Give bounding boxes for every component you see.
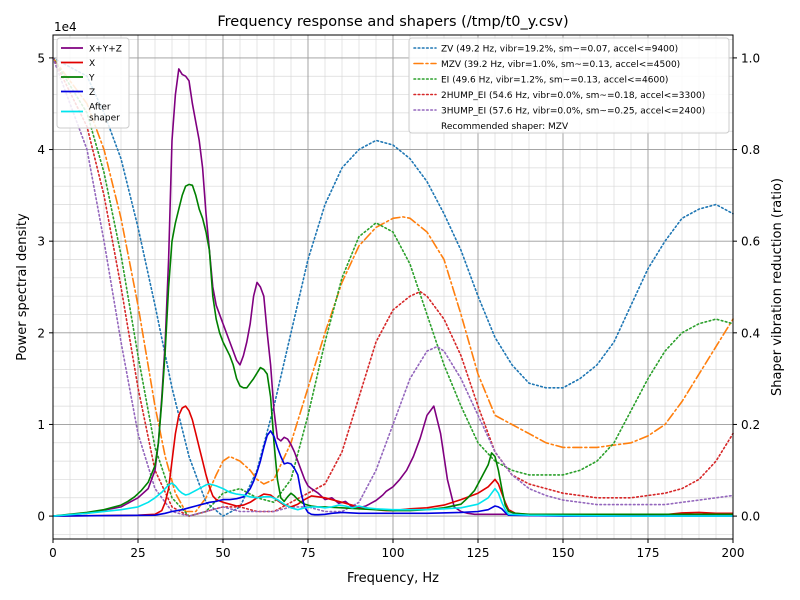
legend-psd-label: Z — [89, 88, 95, 98]
shaper-line — [52, 57, 734, 517]
legend-shaper-label: 2HUMP_EI (54.6 Hz, vibr=0.0%, sm~=0.18, … — [441, 91, 705, 101]
psd-line — [52, 482, 733, 517]
x-axis-ticks: 0 25 50 75 100 125 150 175 200 — [49, 539, 744, 560]
x-axis-label: Frequency, Hz — [347, 571, 439, 586]
legend-shaper-box — [408, 37, 730, 134]
legend-psd-label: shaper — [89, 114, 120, 124]
y-axis-ticks: 0 1 2 3 4 5 — [37, 51, 53, 524]
chart-title: Frequency response and shapers (/tmp/t0_… — [217, 14, 568, 30]
legend-shaper-label: 3HUMP_EI (57.6 Hz, vibr=0.0%, sm~=0.25, … — [441, 107, 705, 117]
x-tick-label: 75 — [300, 546, 315, 560]
legend-shapers: ZV (49.2 Hz, vibr=19.2%, sm~=0.07, accel… — [408, 37, 730, 134]
y-tick-label: 0 — [37, 510, 45, 524]
y2-tick-label: 0.4 — [741, 326, 760, 340]
psd-curves — [52, 68, 733, 517]
y-tick-label: 1 — [37, 418, 45, 432]
legend-psd-box — [56, 37, 130, 129]
y2-tick-label: 0.2 — [741, 418, 760, 432]
y2-tick-label: 1.0 — [741, 51, 760, 65]
legend-recommended-shaper: Recommended shaper: MZV — [441, 122, 569, 132]
legend-shaper-label: EI (49.6 Hz, vibr=1.2%, sm~=0.13, accel<… — [441, 76, 668, 86]
y2-axis-ticks: 0.0 0.2 0.4 0.6 0.8 1.0 — [733, 51, 760, 524]
shaper-line — [52, 57, 734, 518]
y-tick-label: 3 — [37, 235, 45, 249]
x-tick-label: 100 — [382, 546, 405, 560]
y-tick-label: 4 — [37, 143, 45, 157]
shaper-line — [52, 57, 734, 517]
y-tick-label: 2 — [37, 326, 45, 340]
x-tick-label: 50 — [215, 546, 230, 560]
psd-line — [52, 430, 733, 517]
legend-psd-label: Y — [88, 74, 95, 84]
psd-line — [52, 68, 733, 517]
legend-psd-label: X — [89, 59, 95, 69]
shaper-line — [52, 57, 734, 513]
legend-shaper-label: ZV (49.2 Hz, vibr=19.2%, sm~=0.07, accel… — [441, 45, 678, 55]
y-offset-label: 1e4 — [54, 20, 77, 34]
legend-psd-label: After — [89, 103, 111, 113]
x-tick-label: 25 — [130, 546, 145, 560]
y2-tick-label: 0.6 — [741, 235, 760, 249]
shaper-line — [52, 57, 734, 517]
x-tick-label: 125 — [467, 546, 490, 560]
legend-psd-label: X+Y+Z — [89, 45, 122, 55]
x-tick-label: 175 — [637, 546, 660, 560]
x-tick-label: 200 — [722, 546, 745, 560]
shaper-curves — [52, 57, 734, 518]
x-tick-label: 0 — [49, 546, 57, 560]
y2-tick-label: 0.8 — [741, 143, 760, 157]
legend-shaper-label: MZV (39.2 Hz, vibr=1.0%, sm~=0.13, accel… — [441, 60, 680, 70]
x-tick-label: 150 — [552, 546, 575, 560]
y-tick-label: 5 — [37, 51, 45, 65]
psd-line — [52, 183, 733, 517]
y2-tick-label: 0.0 — [741, 510, 760, 524]
y-axis-label: Power spectral density — [15, 213, 30, 361]
y2-axis-label: Shaper vibration reduction (ratio) — [770, 178, 785, 396]
